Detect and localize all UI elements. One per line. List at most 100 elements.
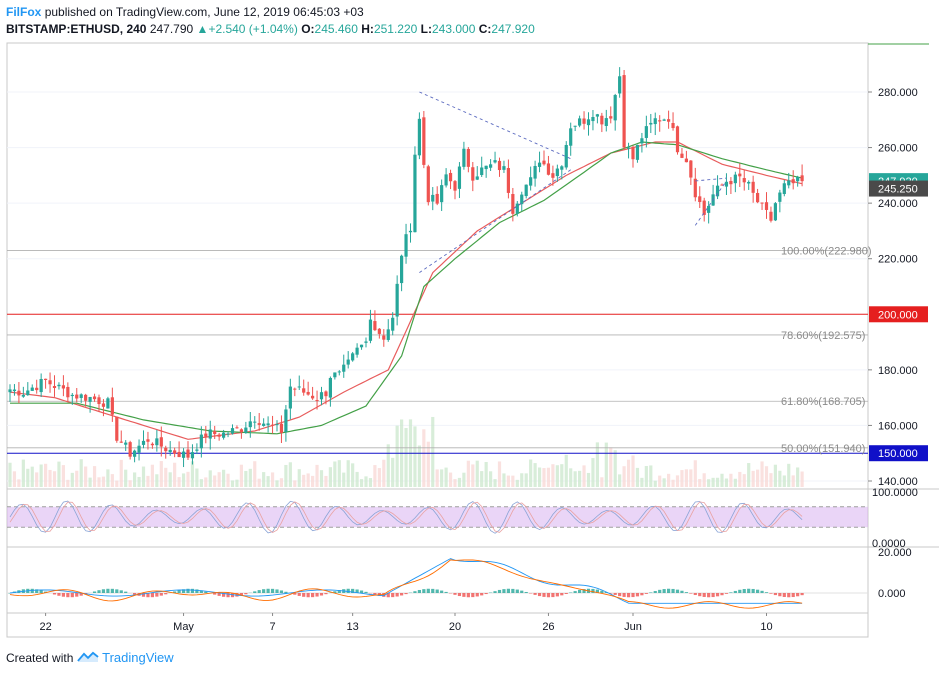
candle [266,416,270,433]
candle-body [21,394,25,397]
macd-hist-bar [124,591,128,593]
triangle-drawings[interactable] [419,91,727,273]
macd-hist-bar [173,591,177,593]
candle-body [213,431,217,435]
horizontal-lines[interactable] [7,313,868,454]
macd-hist-bar [471,593,475,598]
author-name[interactable]: FilFox [6,5,42,19]
volume-bar [133,472,137,487]
candle [106,396,110,409]
candle [529,166,533,191]
candle-body [600,115,604,125]
candle-body [12,389,17,392]
candle-body [275,424,279,426]
moving-averages [9,141,803,440]
stochastic-pane[interactable] [7,500,868,534]
candle [190,444,195,465]
candle-body [484,165,488,170]
volume-bar [404,428,408,487]
candle-body [564,145,568,168]
candle-body [787,180,791,186]
candle-body [426,166,430,203]
volume-bar [622,466,626,487]
volume-bar [542,468,546,487]
macd-hist-bar [702,593,706,597]
candle-body [57,384,61,387]
volume-bar [524,473,528,487]
volume-bar [618,474,622,487]
volume-bar [444,467,448,487]
low-value: 243.000 [432,22,476,36]
candle-body [462,148,466,167]
candle [226,431,230,438]
time-tick-label: 13 [347,621,359,633]
fib-retracement[interactable]: 100.00%(222.980) 78.60%(192.575) 61.80%(16… [7,245,872,455]
time-axis[interactable]: 22 May 7 13 20 26 Jun 10 [39,613,773,633]
candle-body [680,153,684,158]
volume-bar [769,473,773,487]
candle [97,394,101,413]
volume-bar [373,465,377,487]
macd-hist-bar [466,593,470,598]
macd-hist-bar [684,592,688,593]
candle-body [778,192,782,202]
volume-bar [707,479,711,487]
candle-body [782,183,786,195]
candle-body [515,203,519,214]
macd-hist-bar [364,591,368,593]
price-tick-label: 160.000 [878,420,918,432]
volume-bar [355,471,359,487]
candle [48,372,52,393]
candle-body [702,200,706,215]
volume-bar [190,461,195,487]
price-tick-label: 220.000 [878,254,918,266]
candle-body [30,387,34,391]
candle-body [141,440,146,445]
candle [680,147,684,159]
candle [671,112,675,131]
macd-hist-bar [618,593,622,597]
candle [253,416,257,429]
macd-pane[interactable] [7,558,868,609]
time-tick-label: 20 [449,621,461,633]
candlestick-series[interactable] [8,67,804,468]
macd-hist-bar [560,593,564,596]
candle [724,173,729,195]
macd-hist-bar [484,593,488,595]
macd-hist-bar [675,589,680,593]
candle [137,439,141,461]
candle [204,425,208,444]
macd-hist-bar [159,593,163,596]
time-tick-label: May [173,621,194,633]
volume-bar [377,468,381,487]
candle-body [537,162,542,167]
volume-bar [413,426,417,487]
tradingview-logo-icon[interactable] [76,650,102,665]
candle-body [524,184,528,197]
volume-bar [529,459,533,487]
tradingview-brand[interactable]: TradingView [102,650,174,665]
volume-bar [760,461,764,487]
candle-body [128,442,132,457]
candle [88,396,92,413]
macd-hist-bar [769,593,773,594]
candle [662,118,666,121]
macd-hist-bar [462,593,466,597]
candle-body [578,118,582,126]
macd-hist-bar [39,590,43,593]
macd-hist-bar [604,592,608,593]
volume-bar [653,480,657,487]
volume-bar [475,460,479,487]
macd-hist-bar [382,593,386,597]
candle [141,430,146,449]
price-axis[interactable]: 280.000 260.000 240.000 220.000 180.000 160.0… [868,87,928,600]
macd-hist-bar [373,593,377,595]
candle-body [707,205,711,213]
candle-body [618,76,622,94]
candle-body [217,434,221,437]
volume-bar [270,472,275,487]
candle-body [444,174,448,186]
candle-body [631,147,635,160]
macd-hist-bar [600,590,604,593]
